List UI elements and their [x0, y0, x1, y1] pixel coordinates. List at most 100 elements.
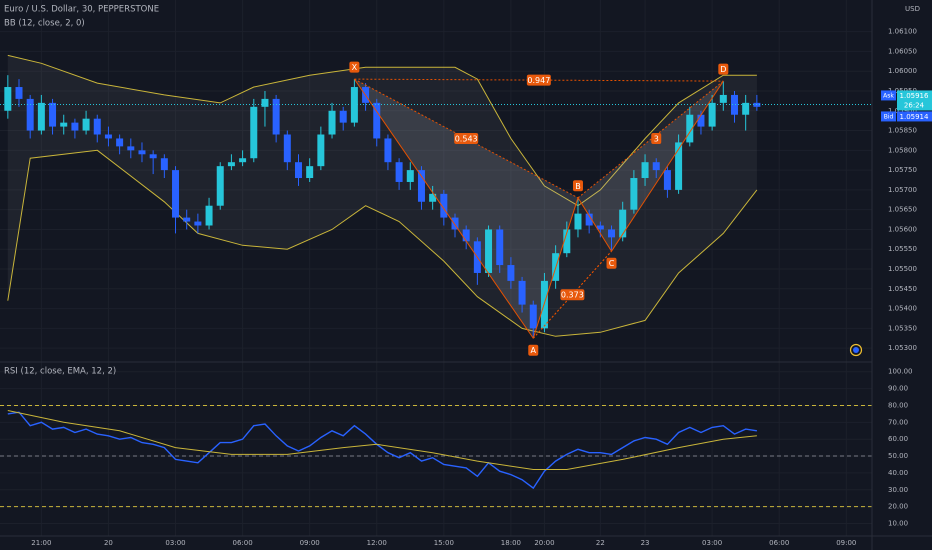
y-tick-label: 1.05750 — [888, 166, 917, 174]
candle-body — [4, 87, 12, 111]
x-tick-label: 20:00 — [534, 539, 554, 547]
candle-body — [339, 110, 347, 123]
candle-body — [663, 170, 671, 190]
candle-body — [93, 118, 101, 135]
candle-body — [205, 205, 213, 226]
candle-body — [183, 217, 191, 222]
y-tick-label: 1.05650 — [888, 206, 917, 214]
point-label: 3 — [654, 134, 659, 143]
ratio-line — [532, 250, 612, 339]
y-tick-label: 1.05350 — [888, 324, 917, 332]
label-box — [606, 257, 617, 269]
candle-body — [328, 110, 336, 135]
candle-body — [138, 150, 146, 155]
ratio-label: 0.947 — [527, 76, 550, 85]
y-tick-label: 1.05600 — [888, 225, 917, 233]
y-tick-label: 50.00 — [888, 452, 908, 460]
candle-body — [104, 134, 112, 139]
band-line — [7, 149, 758, 337]
candle-body — [37, 102, 45, 131]
pattern-leg — [532, 197, 579, 339]
candle-body — [697, 114, 705, 127]
y-tick-label: 1.05700 — [888, 186, 917, 194]
candle-body — [652, 162, 660, 171]
candle-body — [496, 229, 504, 266]
y-tick-label: 1.05500 — [888, 265, 917, 273]
candle-body — [608, 229, 616, 238]
candle-body — [708, 102, 716, 127]
y-tick-label: 1.05800 — [888, 146, 917, 154]
label-box — [718, 63, 729, 75]
bid-box — [897, 111, 932, 122]
y-tick-label: 1.05400 — [888, 305, 917, 313]
ratio-label: 0.373 — [561, 291, 584, 300]
candle-body — [261, 98, 269, 107]
candle-body — [216, 166, 224, 206]
y-tick-label: 60.00 — [888, 435, 908, 443]
point-label: B — [575, 182, 581, 191]
candle-body — [429, 193, 437, 202]
point-label: X — [352, 63, 358, 72]
candle-body — [596, 225, 604, 230]
y-tick-label: 1.05900 — [888, 107, 917, 115]
candle-body — [172, 170, 180, 218]
candle-body — [630, 178, 638, 210]
candle-body — [227, 162, 235, 167]
x-tick-label: 22 — [596, 539, 605, 547]
ask-value: 1.05916 — [900, 92, 929, 100]
bid-value: 1.05914 — [900, 113, 929, 121]
band-fill — [7, 55, 757, 337]
candle-body — [641, 162, 649, 179]
candle-body — [675, 142, 683, 190]
y-tick-label: 20.00 — [888, 503, 908, 511]
candle-body — [485, 229, 493, 273]
candle-body — [116, 138, 124, 147]
x-tick-label: 20 — [104, 539, 113, 547]
band-line — [7, 54, 757, 207]
candle-body — [507, 265, 515, 281]
rsi-line — [7, 411, 758, 490]
label-box — [528, 344, 539, 356]
x-tick-label: 06:00 — [233, 539, 253, 547]
candle-body — [272, 98, 280, 135]
bid-tag — [881, 111, 896, 122]
candle-body — [518, 280, 526, 305]
candle-body — [60, 122, 68, 127]
label-box — [572, 180, 583, 192]
candle-body — [250, 106, 258, 159]
point-label: D — [720, 65, 726, 74]
y-tick-label: 30.00 — [888, 486, 908, 494]
candle-body — [49, 102, 57, 127]
candle-body — [194, 221, 202, 226]
y-tick-label: 70.00 — [888, 418, 908, 426]
y-tick-label: 40.00 — [888, 469, 908, 477]
candle-body — [529, 304, 537, 329]
candle-body — [71, 122, 79, 131]
x-tick-label: 06:00 — [769, 539, 789, 547]
candle-body — [82, 118, 90, 131]
ask-label: Ask — [883, 92, 894, 99]
x-tick-label: 18:00 — [501, 539, 521, 547]
candle-body — [294, 162, 302, 179]
candle-body — [719, 94, 727, 103]
x-tick-label: 09:00 — [836, 539, 856, 547]
label-box — [349, 61, 360, 73]
candle-body — [15, 87, 23, 99]
candle-body — [417, 170, 425, 202]
x-tick-label: 21:00 — [31, 539, 51, 547]
candle-body — [127, 146, 135, 151]
pattern-area — [354, 79, 578, 339]
y-tick-label: 1.06050 — [888, 47, 917, 55]
y-tick-label: 1.06000 — [888, 67, 917, 75]
candle-body — [26, 98, 34, 131]
indicator-title: BB (12, close, 2, 0) — [4, 19, 85, 29]
y-tick-label: 1.05850 — [888, 127, 917, 135]
label-box — [526, 74, 551, 86]
candle-body — [730, 94, 738, 115]
y-tick-label: 1.05450 — [888, 285, 917, 293]
rsi-line — [7, 410, 757, 470]
pattern-leg — [353, 78, 534, 339]
